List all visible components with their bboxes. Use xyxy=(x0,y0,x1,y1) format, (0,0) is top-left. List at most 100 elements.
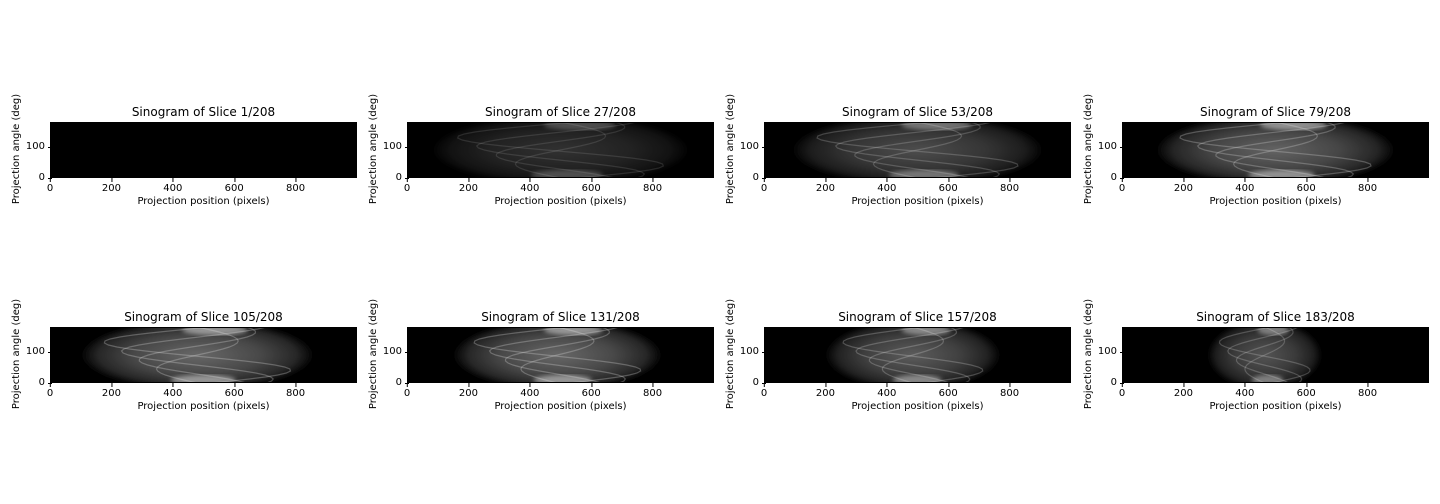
sinogram-panel: Sinogram of Slice 105/208 0 100 0 200 400 600 8… xyxy=(10,299,365,429)
x-tick-label: 0 xyxy=(760,383,768,399)
x-tick-label: 0 xyxy=(403,178,411,194)
sinogram-trace xyxy=(504,327,610,383)
sinogram-body xyxy=(791,122,1044,178)
sinogram-image xyxy=(1122,327,1429,383)
x-tick-label: 800 xyxy=(1358,178,1378,194)
sinogram-highlight xyxy=(888,170,960,178)
sinogram-trace xyxy=(854,122,981,178)
y-tick-label: 100 xyxy=(25,345,53,357)
x-tick-label: 0 xyxy=(760,178,768,194)
y-tick-label: 0 xyxy=(395,172,410,183)
sinogram-image xyxy=(764,122,1071,178)
x-tick-label: 600 xyxy=(581,178,601,194)
y-tick-label: 0 xyxy=(1110,377,1125,388)
y-axis-label: Projection angle (deg) xyxy=(1083,93,1094,205)
x-tick-label: 600 xyxy=(938,383,958,399)
sinogram-trace xyxy=(872,122,963,178)
sinogram-panel: Sinogram of Slice 79/208 0 100 0 200 400 600 80… xyxy=(1082,94,1437,224)
sinogram-body xyxy=(825,327,1001,383)
sinogram-trace xyxy=(881,327,945,383)
sinogram-highlight xyxy=(182,327,248,335)
x-tick-label: 400 xyxy=(877,383,897,399)
sinogram-trace xyxy=(816,122,1019,178)
sinogram-highlight xyxy=(530,170,604,178)
x-tick-label: 600 xyxy=(1296,383,1316,399)
x-tick-label: 0 xyxy=(46,178,54,194)
sinogram-panel: Sinogram of Slice 131/208 0 100 0 200 400 600 8… xyxy=(367,299,722,429)
y-tick-label: 100 xyxy=(739,345,767,357)
sinogram-trace xyxy=(1232,122,1319,178)
sinogram-trace xyxy=(1196,122,1355,178)
sinogram-panel: Sinogram of Slice 53/208 0 100 0 200 400 600 80… xyxy=(724,94,1079,224)
y-tick-label: 100 xyxy=(1097,345,1125,357)
sinogram-panel: Sinogram of Slice 183/208 0 100 0 200 400 600 8… xyxy=(1082,299,1437,429)
y-tick-label: 100 xyxy=(739,140,767,152)
sinogram-image xyxy=(50,122,357,178)
panel-title: Sinogram of Slice 79/208 xyxy=(1200,105,1351,119)
x-tick-label: 200 xyxy=(101,178,121,194)
sinogram-highlight xyxy=(1257,327,1290,335)
y-axis-label: Projection angle (deg) xyxy=(11,93,22,205)
sinogram-highlight xyxy=(543,122,616,130)
x-tick-label: 600 xyxy=(224,383,244,399)
sinogram-highlight xyxy=(533,375,592,383)
x-tick-label: 200 xyxy=(1173,178,1193,194)
sinogram-image xyxy=(407,122,714,178)
sinogram-image xyxy=(764,327,1071,383)
sinogram-trace xyxy=(475,122,646,178)
x-tick-label: 0 xyxy=(403,383,411,399)
sinogram-trace xyxy=(855,327,971,383)
x-tick-label: 800 xyxy=(286,383,306,399)
sinogram-trace xyxy=(514,122,607,178)
y-tick-label: 0 xyxy=(38,172,53,183)
sinogram-trace xyxy=(103,327,292,383)
x-tick-label: 200 xyxy=(458,178,478,194)
panel-title: Sinogram of Slice 105/208 xyxy=(124,310,283,324)
x-tick-label: 400 xyxy=(1235,383,1255,399)
x-axis-label: Projection position (pixels) xyxy=(1209,196,1342,207)
x-tick-label: 800 xyxy=(643,383,663,399)
sinogram-trace xyxy=(120,327,275,383)
x-tick-label: 400 xyxy=(163,383,183,399)
sinogram-trace xyxy=(473,327,642,383)
sinogram-body xyxy=(80,327,314,383)
y-axis-label: Projection angle (deg) xyxy=(11,298,22,410)
y-axis-label: Projection angle (deg) xyxy=(368,93,379,205)
y-axis-label: Projection angle (deg) xyxy=(725,93,736,205)
sinogram-image xyxy=(50,327,357,383)
x-tick-label: 600 xyxy=(938,178,958,194)
sinogram-trace xyxy=(488,327,627,383)
sinogram-trace xyxy=(520,327,595,383)
sinogram-trace xyxy=(1215,122,1336,178)
x-axis-label: Projection position (pixels) xyxy=(851,196,984,207)
sinogram-image xyxy=(407,327,714,383)
sinogram-highlight xyxy=(901,327,951,335)
y-tick-label: 100 xyxy=(382,345,410,357)
x-tick-label: 0 xyxy=(1118,383,1126,399)
y-axis-label: Projection angle (deg) xyxy=(725,298,736,410)
sinogram-body xyxy=(1207,327,1322,383)
x-tick-label: 800 xyxy=(1358,383,1378,399)
x-tick-label: 600 xyxy=(1296,178,1316,194)
x-tick-label: 800 xyxy=(1000,383,1020,399)
x-tick-label: 400 xyxy=(520,383,540,399)
y-axis-label: Projection angle (deg) xyxy=(368,298,379,410)
x-tick-label: 400 xyxy=(163,178,183,194)
y-tick-label: 100 xyxy=(382,140,410,152)
x-tick-label: 800 xyxy=(1000,178,1020,194)
sinogram-highlight xyxy=(901,122,972,130)
y-axis-label: Projection angle (deg) xyxy=(1083,298,1094,410)
x-axis-label: Projection position (pixels) xyxy=(137,196,270,207)
x-tick-label: 0 xyxy=(46,383,54,399)
x-tick-label: 600 xyxy=(224,178,244,194)
panel-title: Sinogram of Slice 1/208 xyxy=(131,105,276,119)
y-tick-label: 100 xyxy=(25,140,53,152)
x-axis-label: Projection position (pixels) xyxy=(1209,401,1342,412)
x-tick-label: 400 xyxy=(1235,178,1255,194)
sinogram-trace xyxy=(1218,327,1311,383)
x-tick-label: 600 xyxy=(581,383,601,399)
x-axis-label: Projection position (pixels) xyxy=(494,401,627,412)
x-tick-label: 400 xyxy=(520,178,540,194)
sinogram-highlight xyxy=(1247,170,1316,178)
sinogram-body xyxy=(431,122,690,178)
